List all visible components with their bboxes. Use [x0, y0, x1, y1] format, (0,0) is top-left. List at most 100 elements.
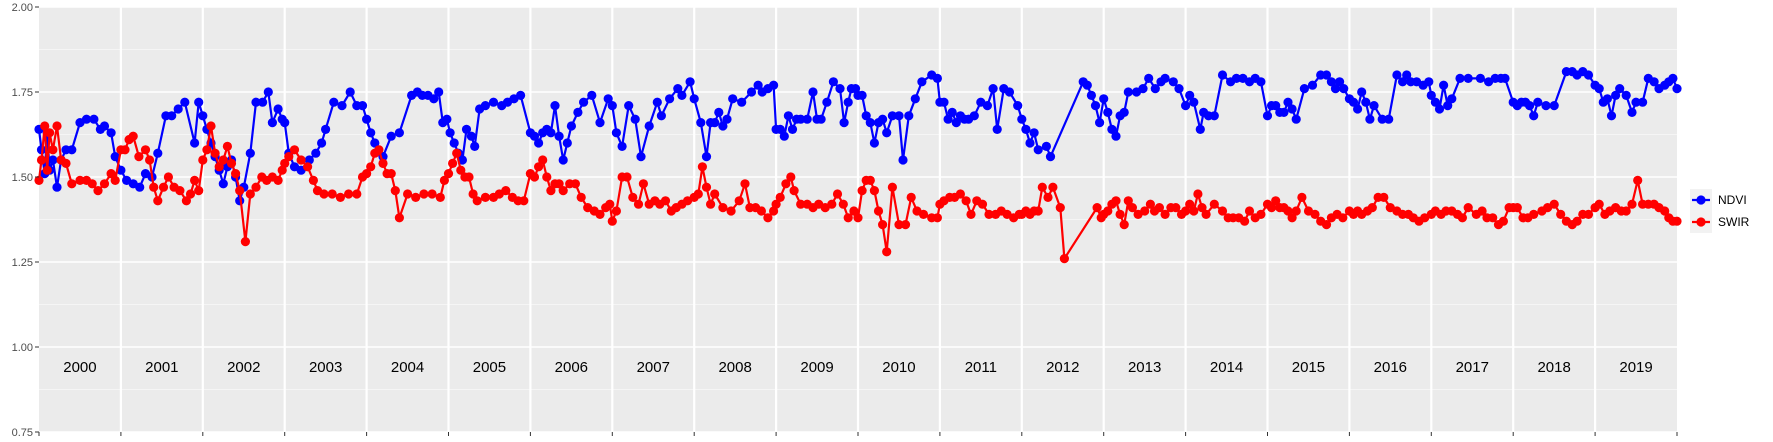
swir-point: [40, 121, 50, 131]
swir-point: [501, 186, 511, 196]
swir-point: [1140, 206, 1150, 216]
y-tick-label: 0.75: [12, 427, 33, 439]
ndvi-point: [861, 111, 871, 121]
ndvi-point: [607, 101, 617, 111]
ndvi-point: [357, 101, 368, 111]
swir-point: [1181, 206, 1191, 216]
swir-point: [452, 148, 462, 158]
ndvi-point: [878, 114, 888, 124]
ndvi-point: [366, 128, 376, 138]
ndvi-point: [534, 138, 544, 148]
y-tick-label: 2.00: [12, 2, 33, 14]
swir-point: [1512, 203, 1522, 213]
swir-point: [529, 172, 540, 182]
swir-point: [280, 158, 290, 168]
swir-point: [1660, 206, 1670, 216]
swir-point: [1621, 206, 1631, 216]
swir-point: [158, 182, 169, 192]
ndvi-point: [566, 121, 577, 131]
ndvi-point: [1430, 97, 1440, 107]
swir-point: [319, 189, 329, 199]
ndvi-point: [461, 124, 472, 134]
ndvi-point: [273, 104, 283, 114]
ndvi-point: [1434, 104, 1445, 114]
swir-point: [1583, 209, 1594, 219]
swir-point: [284, 152, 294, 162]
ndvi-point: [311, 148, 321, 158]
ndvi-point: [1150, 84, 1160, 94]
ndvi-point: [1017, 114, 1027, 124]
ndvi-point: [562, 138, 572, 148]
ndvi-point: [1262, 111, 1273, 121]
swir-point: [87, 179, 97, 189]
year-label: 2007: [637, 359, 670, 376]
swir-point: [558, 186, 568, 196]
ndvi-point: [828, 77, 839, 87]
year-label: 2008: [718, 359, 751, 376]
ndvi-point: [1426, 90, 1436, 100]
swir-point: [740, 179, 750, 189]
swir-point: [34, 175, 44, 185]
swir-point: [61, 158, 71, 168]
swir-point: [456, 165, 466, 175]
swir-point: [706, 199, 716, 209]
swir-point: [1367, 203, 1377, 213]
swir-point: [1556, 209, 1566, 219]
swir-point: [849, 206, 859, 216]
ndvi-point: [1160, 73, 1170, 83]
swir-point: [966, 209, 976, 219]
ndvi-point: [882, 128, 892, 138]
swir-point: [595, 209, 605, 219]
ndvi-point: [1307, 80, 1318, 90]
ndvi-point: [816, 114, 826, 124]
swir-point: [251, 182, 261, 192]
year-label: 2013: [1128, 359, 1161, 376]
swir-point: [1209, 199, 1219, 209]
swir-point: [194, 186, 204, 196]
year-label: 2016: [1374, 359, 1407, 376]
legend-key-point: [1696, 217, 1706, 227]
swir-point: [190, 175, 200, 185]
ndvi-point: [1443, 101, 1453, 111]
swir-point: [1048, 182, 1058, 192]
swir-point: [756, 206, 767, 216]
ndvi-point: [969, 111, 979, 121]
ndvi-point: [624, 101, 634, 111]
ndvi-point: [1392, 70, 1402, 80]
ndvi-point: [573, 107, 583, 117]
swir-point: [611, 206, 622, 216]
ndvi-point: [1291, 114, 1301, 124]
ndvi-point: [263, 87, 273, 97]
ndvi-point: [167, 111, 177, 121]
swir-point: [693, 189, 703, 199]
swir-point: [726, 206, 736, 216]
swir-point: [538, 155, 548, 165]
swir-point: [226, 158, 237, 168]
ndvi-point: [835, 84, 845, 94]
year-label: 2017: [1456, 359, 1489, 376]
swir-point: [48, 145, 58, 155]
swir-point: [1549, 199, 1559, 209]
ndvi-point: [1533, 97, 1543, 107]
ndvi-point: [317, 138, 327, 148]
ndvi-point: [516, 90, 526, 100]
swir-point: [906, 192, 916, 202]
ndvi-point: [787, 124, 798, 134]
swir-point: [771, 199, 781, 209]
ndvi-point: [429, 94, 439, 104]
swir-point: [419, 189, 429, 199]
ndvi-point: [445, 128, 455, 138]
ndvi-point: [630, 114, 640, 124]
year-label: 2006: [555, 359, 588, 376]
swir-point: [882, 247, 892, 257]
ndvi-point: [1649, 77, 1659, 87]
ndvi-point: [554, 131, 564, 141]
swir-point: [961, 196, 971, 206]
ndvi-point: [550, 101, 560, 111]
swir-point: [289, 145, 300, 155]
swir-point: [427, 189, 437, 199]
swir-point: [52, 121, 62, 131]
swir-point: [1240, 216, 1250, 226]
ndvi-point: [1525, 101, 1535, 111]
swir-point: [1115, 209, 1125, 219]
